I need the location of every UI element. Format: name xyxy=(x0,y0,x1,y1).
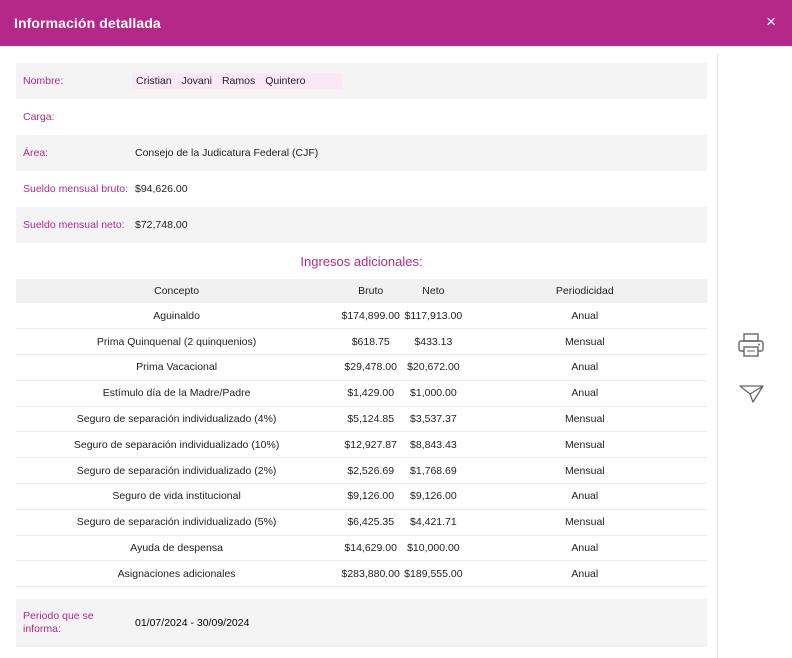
gross-salary-label: Sueldo mensual bruto: xyxy=(23,183,129,195)
side-actions xyxy=(717,54,792,658)
cell-neto: $189,555.00 xyxy=(404,560,463,588)
first-surname: Ramos xyxy=(221,75,256,87)
cell-periodicidad: Anual xyxy=(462,380,707,407)
cell-periodicidad: Anual xyxy=(462,354,707,381)
cell-neto: $117,913.00 xyxy=(404,303,463,330)
cell-periodicidad: Mensual xyxy=(462,328,707,356)
cell-concepto: Asignaciones adicionales xyxy=(16,560,338,588)
period-label: Periodo que se informa: xyxy=(23,610,135,636)
cell-bruto: $29,478.00 xyxy=(337,354,405,381)
period-label-line1: Periodo que se xyxy=(23,610,94,623)
cell-periodicidad: Mensual xyxy=(462,406,707,433)
second-surname: Quintero xyxy=(265,75,306,87)
cell-bruto: $5,124.85 xyxy=(337,406,405,433)
cell-periodicidad: Anual xyxy=(462,483,707,510)
cell-bruto: $1,429.00 xyxy=(337,380,405,407)
cell-neto: $1,768.69 xyxy=(404,457,463,485)
table-row: Prima Vacacional $29,478.00 $20,672.00 Anua… xyxy=(16,354,707,381)
table-row: Prima Quinquenal (2 quinquenios) $618.75 $… xyxy=(16,328,707,356)
additional-income-table: Concepto Bruto Neto Periodicidad Aguinal… xyxy=(16,279,707,588)
close-icon[interactable]: × xyxy=(766,12,776,31)
table-row: Asignaciones adicionales $283,880.00 $189,… xyxy=(16,560,707,588)
cell-bruto: $2,526.69 xyxy=(337,457,405,485)
additional-income-title: Ingresos adicionales: xyxy=(300,254,423,269)
detail-content: Nombre: Cristian Jovani Ramos Quintero C… xyxy=(16,63,707,648)
send-icon[interactable] xyxy=(739,384,765,409)
area-label: Área: xyxy=(23,147,49,159)
cell-neto: $433.13 xyxy=(404,328,463,356)
cell-neto: $4,421.71 xyxy=(404,509,463,536)
cell-concepto: Ayuda de despensa xyxy=(16,535,338,562)
period-value: 01/07/2024 - 30/09/2024 xyxy=(135,617,250,630)
carga-label: Carga: xyxy=(23,111,55,123)
cell-bruto: $14,629.00 xyxy=(337,535,405,562)
cell-bruto: $174,899.00 xyxy=(337,303,405,330)
modal-body: Nombre: Cristian Jovani Ramos Quintero C… xyxy=(0,46,792,658)
period-label-line2: informa: xyxy=(23,623,61,636)
period-row: Periodo que se informa: 01/07/2024 - 30/… xyxy=(16,599,707,648)
cell-neto: $9,126.00 xyxy=(404,483,463,510)
cell-periodicidad: Mensual xyxy=(462,457,707,485)
printer-icon[interactable] xyxy=(737,332,765,363)
second-name: Jovani xyxy=(181,75,212,87)
gross-salary-row: Sueldo mensual bruto: $94,626.00 xyxy=(16,171,707,207)
cell-neto: $8,843.43 xyxy=(404,431,463,459)
name-value: Cristian Jovani Ramos Quintero xyxy=(132,73,342,89)
modal-header: Información detallada × xyxy=(0,0,792,46)
cell-concepto: Seguro de separación individualizado (5%… xyxy=(16,509,338,536)
gross-salary-value: $94,626.00 xyxy=(135,183,188,195)
cell-neto: $10,000.00 xyxy=(404,535,463,562)
cell-neto: $20,672.00 xyxy=(404,354,463,381)
name-label: Nombre: xyxy=(23,75,64,87)
cell-concepto: Seguro de separación individualizado (4%… xyxy=(16,406,338,433)
cell-concepto: Prima Vacacional xyxy=(16,354,338,381)
first-name: Cristian xyxy=(136,75,172,87)
cell-concepto: Aguinaldo xyxy=(16,303,338,330)
area-row: Área: Consejo de la Judicatura Federal (… xyxy=(16,135,707,171)
cell-concepto: Seguro de separación individualizado (2%… xyxy=(16,457,338,485)
cell-periodicidad: Anual xyxy=(462,535,707,562)
table-row: Ayuda de despensa $14,629.00 $10,000.00 Anu… xyxy=(16,535,707,562)
cell-concepto: Prima Quinquenal (2 quinquenios) xyxy=(16,328,338,356)
table-header-row: Concepto Bruto Neto Periodicidad xyxy=(16,279,707,303)
table-body: Aguinaldo $174,899.00 $117,913.00 Anual Prim… xyxy=(16,303,707,588)
name-row: Nombre: Cristian Jovani Ramos Quintero xyxy=(16,63,707,99)
table-row: Seguro de separación individualizado (4%… xyxy=(16,406,707,433)
column-header-concepto: Concepto xyxy=(154,285,200,297)
cell-periodicidad: Mensual xyxy=(462,509,707,536)
cell-bruto: $9,126.00 xyxy=(337,483,405,510)
net-salary-row: Sueldo mensual neto: $72,748.00 xyxy=(16,207,707,243)
cell-bruto: $283,880.00 xyxy=(337,560,405,588)
table-row: Seguro de vida institucional $9,126.00 $9,… xyxy=(16,483,707,510)
cell-periodicidad: Anual xyxy=(462,560,707,588)
cell-neto: $1,000.00 xyxy=(404,380,463,407)
cell-bruto: $12,927.87 xyxy=(337,431,405,459)
column-header-periodicidad: Periodicidad xyxy=(555,285,614,297)
cell-concepto: Seguro de vida institucional xyxy=(16,483,338,510)
column-header-neto: Neto xyxy=(422,285,445,297)
cell-neto: $3,537.37 xyxy=(404,406,463,433)
cell-periodicidad: Anual xyxy=(462,303,707,330)
net-salary-label: Sueldo mensual neto: xyxy=(23,219,125,231)
area-value: Consejo de la Judicatura Federal (CJF) xyxy=(135,147,319,159)
table-row: Seguro de separación individualizado (2%… xyxy=(16,457,707,485)
column-header-bruto: Bruto xyxy=(358,285,384,297)
cell-bruto: $6,425.35 xyxy=(337,509,405,536)
table-row: Seguro de separación individualizado (5%… xyxy=(16,509,707,536)
modal-title: Información detallada xyxy=(14,15,161,31)
table-row: Seguro de separación individualizado (10… xyxy=(16,431,707,459)
cell-concepto: Seguro de separación individualizado (10… xyxy=(16,431,338,459)
table-row: Aguinaldo $174,899.00 $117,913.00 Anual xyxy=(16,303,707,330)
cell-bruto: $618.75 xyxy=(337,328,405,356)
carga-row: Carga: xyxy=(16,99,707,135)
net-salary-value: $72,748.00 xyxy=(135,219,188,231)
cell-periodicidad: Mensual xyxy=(462,431,707,459)
cell-concepto: Estímulo día de la Madre/Padre xyxy=(16,380,338,407)
table-row: Estímulo día de la Madre/Padre $1,429.00 $… xyxy=(16,380,707,407)
